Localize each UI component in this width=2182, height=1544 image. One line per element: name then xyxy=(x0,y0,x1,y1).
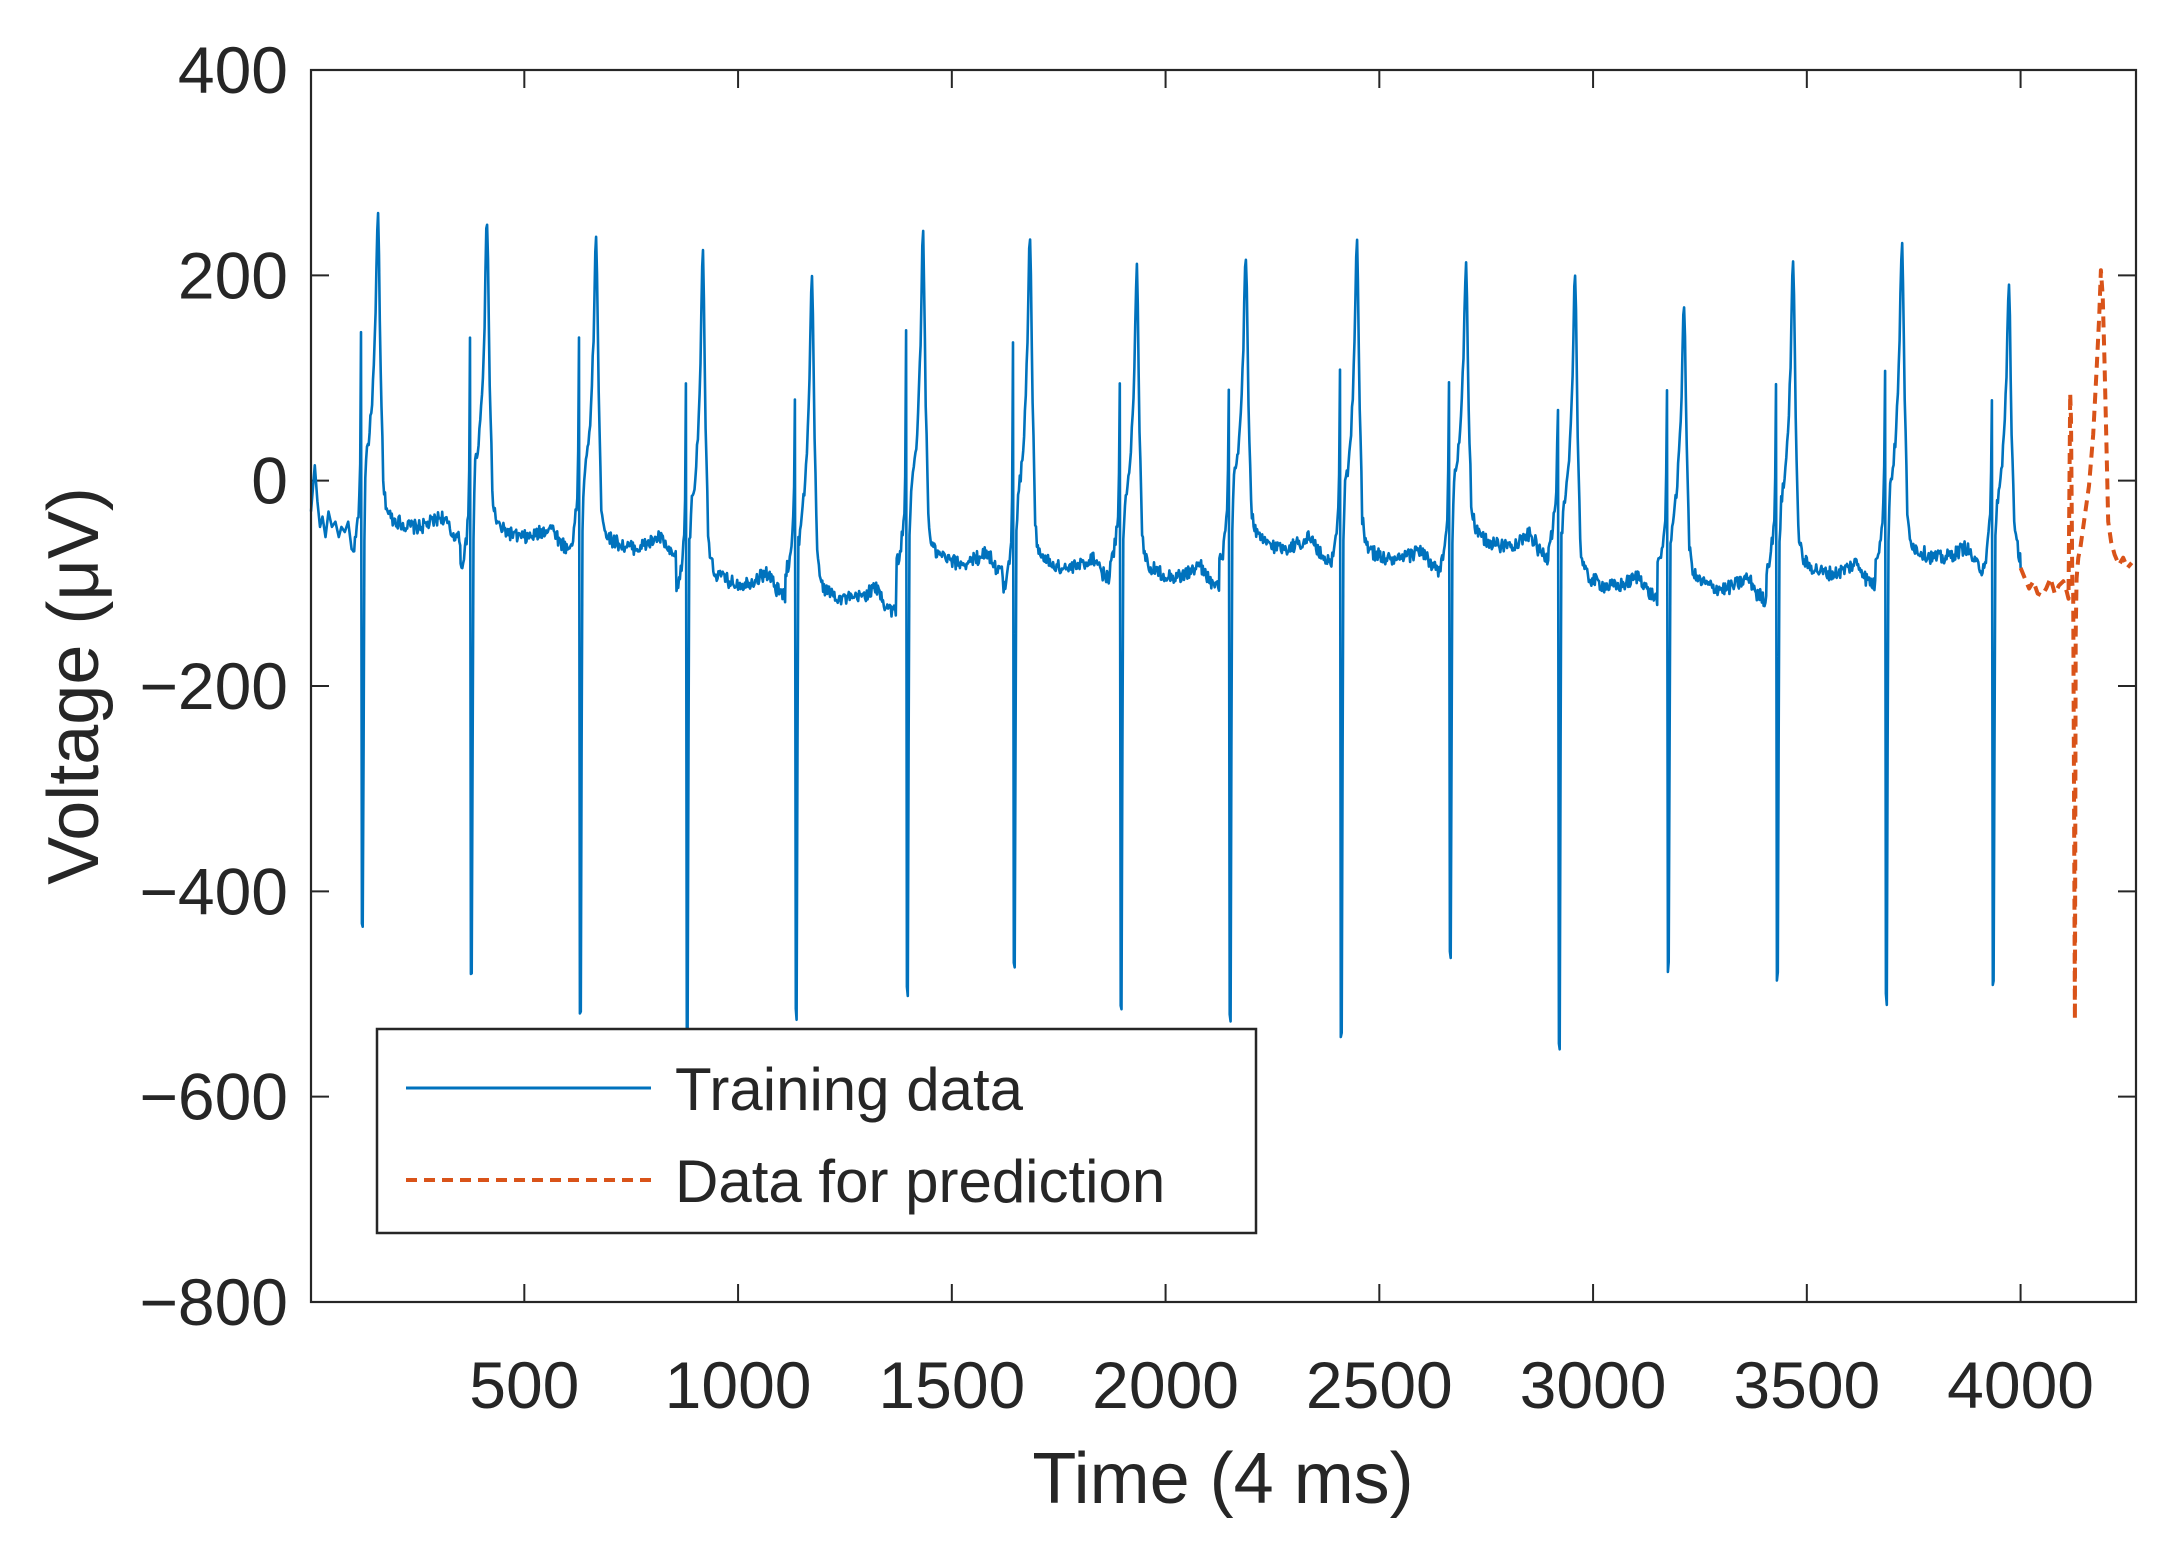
series-training-line xyxy=(309,211,2022,1051)
series-layer xyxy=(309,211,2134,1051)
axis-ticks xyxy=(311,69,2136,1303)
x-axis-label: Time (4 ms) xyxy=(1032,1439,1413,1519)
series-prediction-line xyxy=(2018,268,2134,1022)
y-tick-label: 200 xyxy=(178,238,288,312)
x-tick-label: 4000 xyxy=(1947,1348,2094,1422)
tick-labels: 500 1000 1500 2000 2500 3000 3500 40004002000−2… xyxy=(139,33,2094,1422)
x-tick-label: 3000 xyxy=(1520,1348,1667,1422)
x-tick-label: 2000 xyxy=(1092,1348,1239,1422)
y-tick-label: −400 xyxy=(139,854,288,928)
y-tick-label: −800 xyxy=(139,1265,288,1339)
y-axis-label: Voltage (μV) xyxy=(34,487,114,885)
legend-label-training: Training data xyxy=(675,1056,1024,1123)
legend-label-prediction: Data for prediction xyxy=(675,1148,1165,1215)
x-tick-label: 2500 xyxy=(1306,1348,1453,1422)
x-tick-label: 500 xyxy=(469,1348,579,1422)
x-tick-label: 1000 xyxy=(665,1348,812,1422)
y-tick-label: 400 xyxy=(178,33,288,107)
x-tick-label: 1500 xyxy=(878,1348,1025,1422)
y-tick-label: 0 xyxy=(251,444,288,518)
legend: Training data Data for prediction xyxy=(375,1027,1258,1235)
y-tick-label: −600 xyxy=(139,1060,288,1134)
x-tick-label: 3500 xyxy=(1733,1348,1880,1422)
plot-frame xyxy=(309,68,2138,1304)
legend-box xyxy=(375,1027,1258,1235)
y-tick-label: −200 xyxy=(139,649,288,723)
